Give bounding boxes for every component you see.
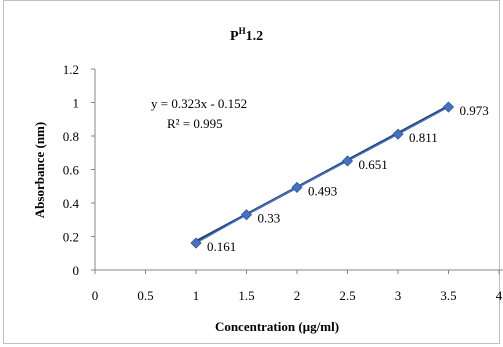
data-point [190,237,202,249]
data-label: 0.161 [207,239,236,254]
x-tick-label: 2 [294,288,301,303]
data-point [291,181,303,193]
y-axis-title: Absorbance (nm) [32,122,47,218]
chart-frame [3,0,500,344]
y-tick-label: 0.2 [63,230,79,245]
x-tick-label: 2.5 [339,288,355,303]
x-tick-label: 3 [395,288,402,303]
x-axis-title: Concentration (µg/ml) [215,319,339,334]
axis-ticks: 0 0.5 1 1.5 2 2.5 3 3.5 4 0 0.2 0.4 0.6 0.8 1 1.2 [63,62,503,303]
data-label: 0.811 [409,130,438,145]
data-point [392,128,404,140]
data-point [442,101,455,113]
r-squared: R² = 0.995 [167,116,223,131]
x-tick-label: 1 [193,288,200,303]
x-tick-label: 3.5 [440,288,456,303]
x-tick-label: 1.5 [238,288,254,303]
data-label: 0.493 [308,183,337,198]
data-points [190,101,455,249]
x-tick-label: 0 [92,288,99,303]
y-tick-label: 0.6 [63,163,80,178]
y-tick-label: 0.4 [63,196,80,211]
y-tick-label: 0.8 [63,129,79,144]
data-label: 0.33 [258,211,281,226]
data-point [240,209,253,221]
y-tick-label: 0 [73,263,80,278]
y-tick-label: 1 [73,96,80,111]
data-label: 0.973 [460,103,489,118]
data-labels: 0.161 0.33 0.493 0.651 0.811 0.973 [207,103,489,254]
data-point [341,155,354,167]
x-tick-label: 4 [496,288,503,303]
trend-equation: y = 0.323x - 0.152 [151,96,247,111]
y-tick-label: 1.2 [63,62,79,77]
chart-title: PH1.2 [230,26,263,44]
x-tick-label: 0.5 [137,288,153,303]
data-label: 0.651 [359,157,388,172]
series-line [195,106,449,244]
